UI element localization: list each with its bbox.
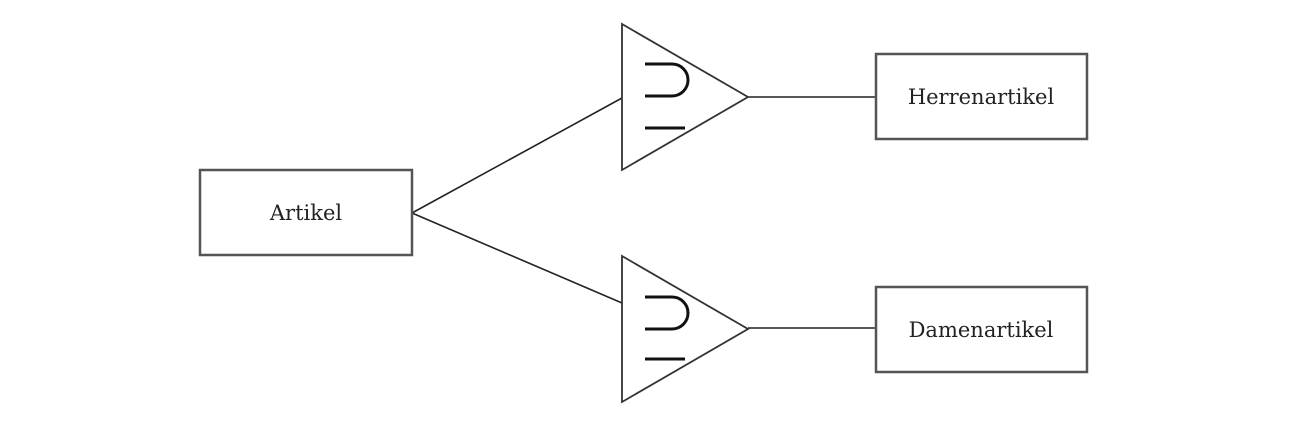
entity-artikel: Artikel — [198, 168, 414, 257]
entity-herrenartikel-label: Herrenartikel — [908, 85, 1055, 109]
subset-symbol-icon — [645, 62, 690, 98]
connector-artikel-to-lower-triangle — [411, 212, 623, 304]
entity-artikel-label: Artikel — [269, 201, 343, 225]
entity-damenartikel: Damenartikel — [874, 285, 1089, 374]
connector-artikel-to-upper-triangle — [411, 97, 623, 214]
entity-damenartikel-label: Damenartikel — [909, 318, 1054, 342]
entity-herrenartikel: Herrenartikel — [874, 52, 1089, 141]
subset-triangle-upper — [621, 22, 750, 172]
subset-triangle-lower — [621, 254, 750, 404]
subset-symbol-icon — [645, 295, 690, 331]
